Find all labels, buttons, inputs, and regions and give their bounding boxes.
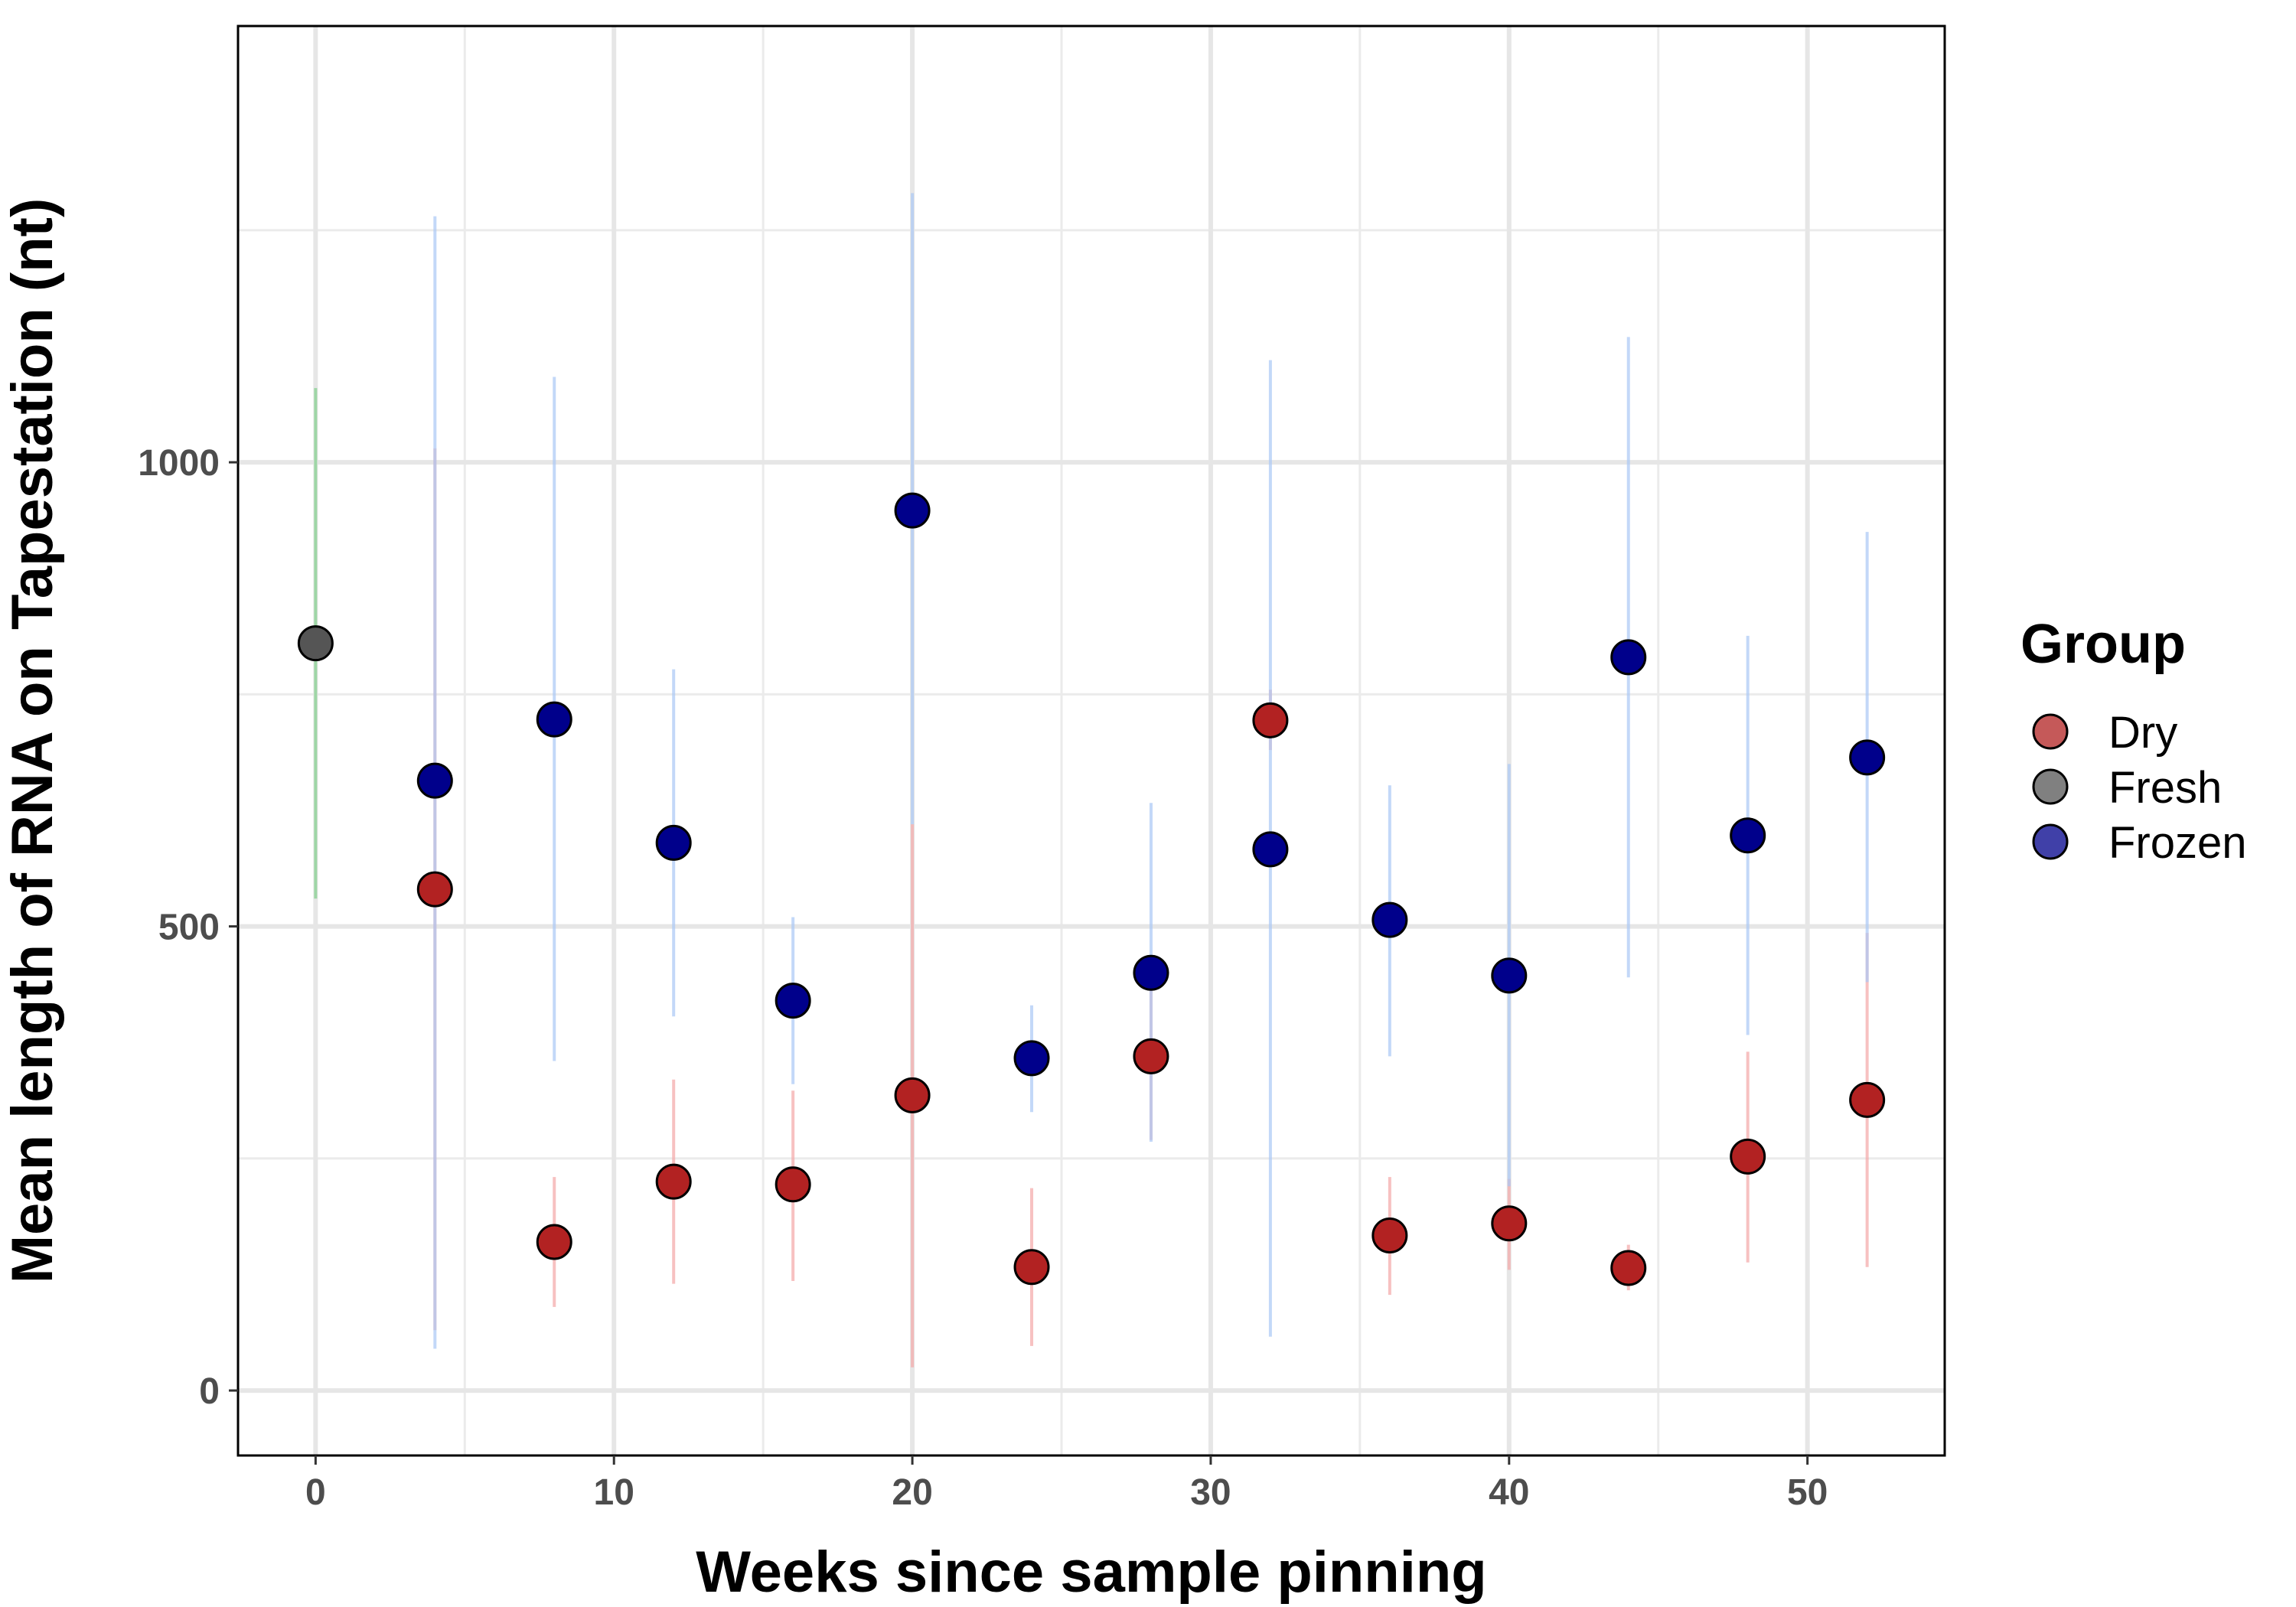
point-fresh [297, 625, 334, 662]
point-dry [1013, 1249, 1050, 1286]
point-frozen [1610, 639, 1647, 676]
legend-label-fresh: Fresh [2108, 763, 2222, 813]
legend-key-fresh [2032, 768, 2069, 805]
y-tick-label: 0 [199, 1371, 220, 1412]
point-dry [775, 1166, 811, 1203]
point-dry [1371, 1217, 1408, 1254]
point-dry [1133, 1038, 1169, 1074]
x-tick-label: 20 [892, 1472, 932, 1513]
point-dry [536, 1224, 572, 1260]
point-frozen [1252, 831, 1289, 868]
y-axis-ticks: 0 500 1000 [138, 443, 238, 1412]
y-tick-label: 1000 [138, 443, 220, 484]
legend-label-frozen: Frozen [2108, 818, 2247, 868]
point-frozen [1133, 954, 1169, 991]
x-tick-label: 50 [1787, 1472, 1828, 1513]
legend-key-frozen [2032, 823, 2069, 860]
minor-gridlines [238, 26, 1945, 1455]
legend-title: Group [2020, 614, 2186, 675]
point-dry [416, 871, 453, 908]
point-dry [655, 1163, 692, 1200]
point-frozen [1491, 957, 1528, 994]
y-tick-label: 500 [158, 908, 220, 948]
legend-key-dry [2032, 713, 2069, 750]
point-frozen [655, 824, 692, 861]
point-frozen [775, 983, 811, 1019]
point-frozen [1371, 901, 1408, 938]
x-axis-ticks: 0 10 20 30 40 50 [305, 1455, 1828, 1513]
point-dry [1491, 1205, 1528, 1242]
point-dry [1730, 1138, 1766, 1175]
legend-label-dry: Dry [2108, 708, 2177, 758]
x-tick-label: 30 [1190, 1472, 1231, 1513]
point-dry [894, 1077, 931, 1113]
point-dry [1849, 1081, 1886, 1118]
plot-panel-border [236, 24, 1946, 1457]
point-frozen [1013, 1040, 1050, 1077]
x-axis-title: Weeks since sample pinning [696, 1540, 1486, 1605]
point-frozen [536, 701, 572, 738]
point-frozen [1730, 817, 1766, 854]
point-frozen [1849, 739, 1886, 776]
x-tick-label: 10 [594, 1472, 634, 1513]
data-points [297, 492, 1886, 1286]
point-frozen [894, 492, 931, 529]
point-dry [1252, 702, 1289, 738]
y-axis-title: Mean length of RNA on Tapestation (nt) [0, 198, 65, 1284]
x-tick-label: 40 [1489, 1472, 1529, 1513]
point-dry [1610, 1250, 1647, 1286]
point-frozen [416, 762, 453, 799]
x-tick-label: 0 [305, 1472, 326, 1513]
